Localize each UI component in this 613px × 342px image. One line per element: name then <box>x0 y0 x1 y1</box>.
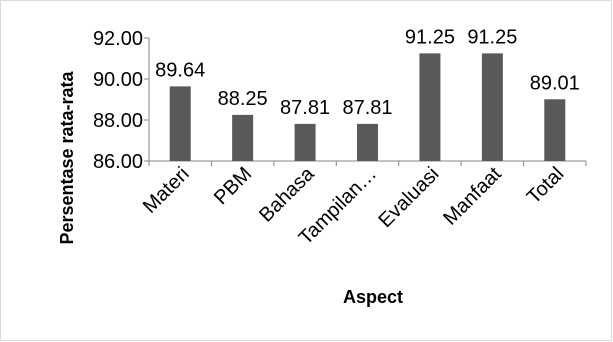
plot-area: 86.00 88.00 90.00 92.00 89.64 Materi 88.25 PBM 8… <box>93 26 586 249</box>
bar-5 <box>419 53 440 161</box>
x-tick-label: Manfaat <box>439 163 506 230</box>
x-tick-label: PBM <box>210 163 256 209</box>
x-tick-label: Bahasa <box>255 162 319 226</box>
bar-2 <box>232 115 253 161</box>
data-label: 91.25 <box>405 26 455 48</box>
bar-4 <box>357 124 378 161</box>
data-label: 89.01 <box>530 72 580 94</box>
y-axis-title: Persentase rata-rata <box>57 70 77 244</box>
bar-1 <box>170 86 191 161</box>
data-label: 89.64 <box>155 59 205 81</box>
y-tick-label: 86.00 <box>93 151 143 173</box>
y-tick-label: 92.00 <box>93 28 143 50</box>
bar-3 <box>295 124 316 161</box>
y-tick-label: 88.00 <box>93 110 143 132</box>
x-tick-label: Evaluasi <box>374 163 443 232</box>
x-tick-label: Materi <box>139 163 194 218</box>
data-label: 91.25 <box>467 26 517 48</box>
bar-7 <box>544 99 565 161</box>
y-tick-label: 90.00 <box>93 69 143 91</box>
data-label: 88.25 <box>218 88 268 110</box>
x-axis-title: Aspect <box>343 287 403 307</box>
data-label: 87.81 <box>280 97 330 119</box>
x-tick-label: Total <box>523 163 568 208</box>
data-label: 87.81 <box>342 97 392 119</box>
bar-6 <box>482 53 503 161</box>
